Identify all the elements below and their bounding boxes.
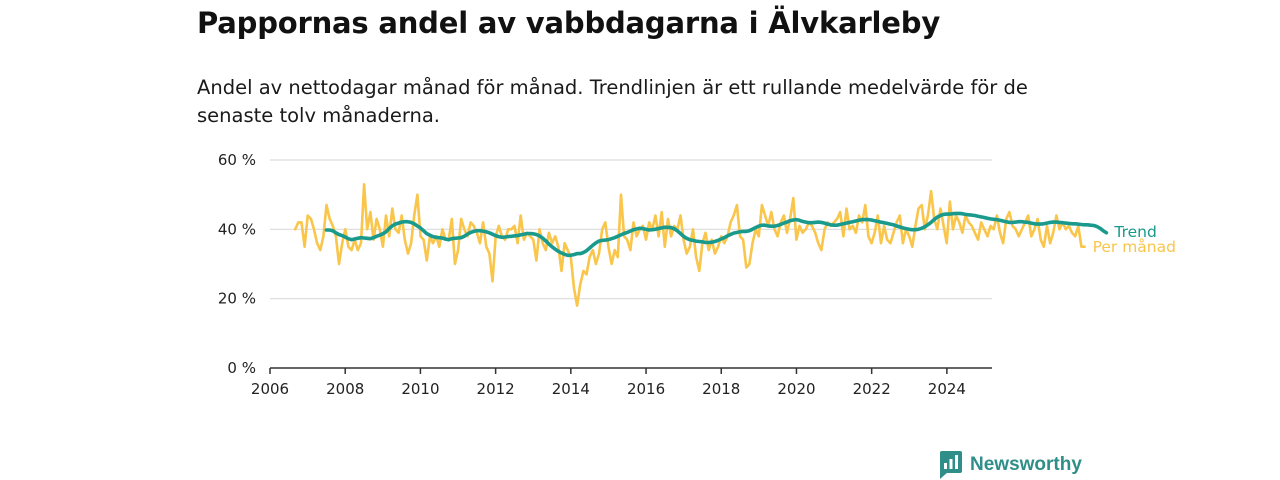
x-tick-label: 2020: [777, 380, 815, 398]
x-tick-label: 2012: [477, 380, 515, 398]
chart-title: Pappornas andel av vabbdagarna i Älvkarl…: [197, 6, 941, 40]
chart-subtitle: Andel av nettodagar månad för månad. Tre…: [197, 76, 1028, 127]
x-tick-label: 2010: [401, 380, 439, 398]
newsworthy-logo-icon: [940, 451, 962, 479]
y-tick-label: 20 %: [218, 290, 256, 308]
x-axis: [269, 367, 992, 374]
series-label-per-manad: Per månad: [1093, 238, 1176, 256]
x-tick-label: 2008: [326, 380, 364, 398]
series-line-trend: [324, 211, 1109, 258]
series-line-per-manad: [293, 183, 1086, 307]
series-label-trend: Trend: [1113, 223, 1156, 241]
x-tick-label: 2018: [702, 380, 740, 398]
y-tick-label: 0 %: [227, 359, 256, 377]
x-tick-label: 2006: [251, 380, 289, 398]
newsworthy-logo-text: Newsworthy: [970, 454, 1082, 475]
x-tick-label: 2022: [853, 380, 891, 398]
x-tick-label: 2014: [552, 380, 590, 398]
y-tick-label: 40 %: [218, 220, 256, 238]
x-tick-label: 2016: [627, 380, 665, 398]
series-lines: [293, 183, 1109, 307]
y-axis-labels: 0 % 20 % 40 % 60 %: [218, 151, 256, 377]
x-axis-labels: 2006 2008 2010 2012 2014 2016 2018 2020 2022 2024: [251, 380, 966, 398]
y-tick-label: 60 %: [218, 151, 256, 169]
x-tick-label: 2024: [928, 380, 966, 398]
newsworthy-logo: Newsworthy: [939, 450, 1082, 480]
